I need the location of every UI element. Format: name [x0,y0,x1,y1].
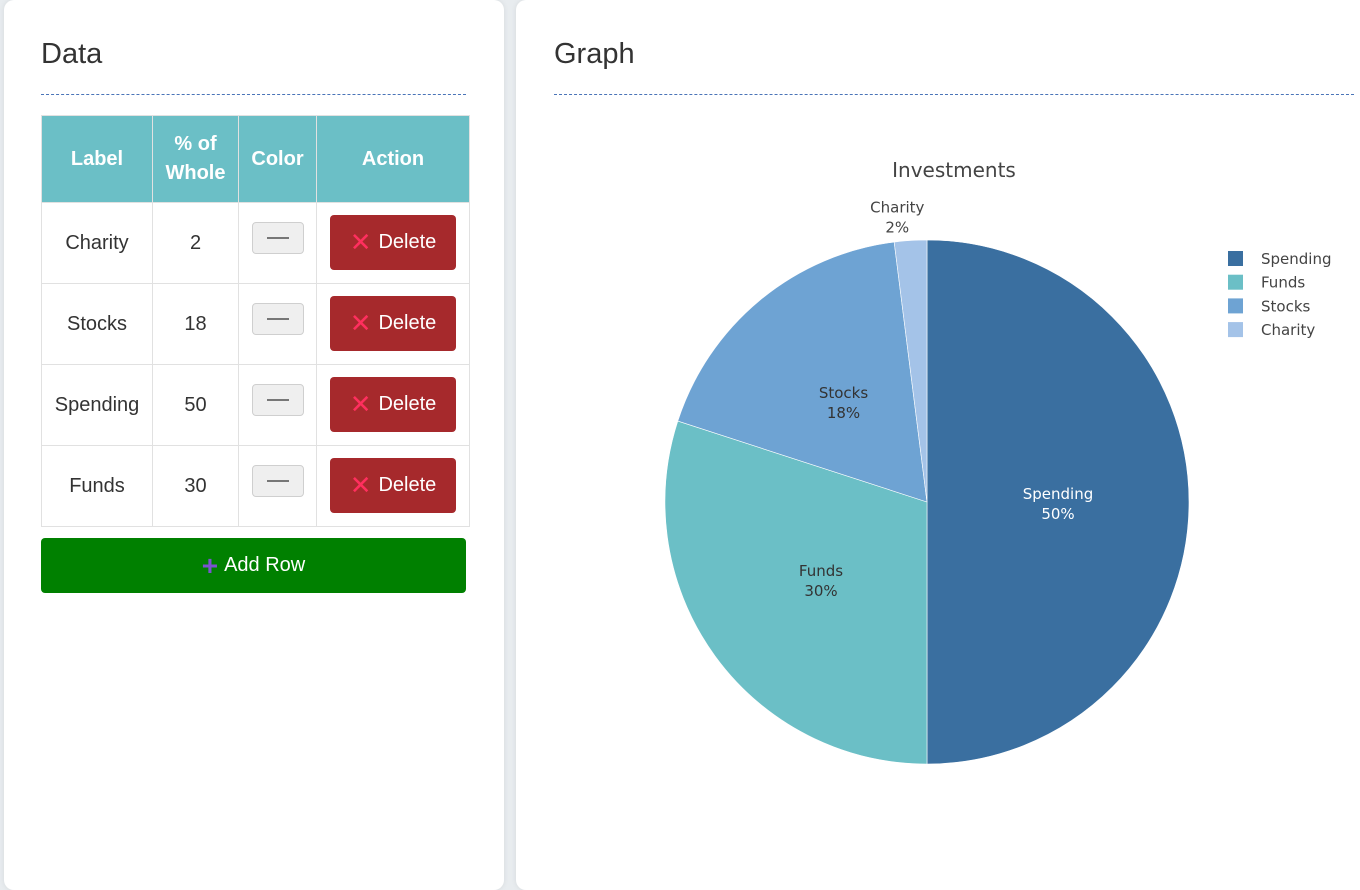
minus-icon [266,237,289,239]
chart-title: Investments [892,158,1016,182]
pie-slice-stocks[interactable] [677,241,928,503]
data-table: Label % of Whole Color Action Charity 2 … [41,115,470,527]
delete-button-label: Delete [378,473,437,496]
add-row-label: Add Row [224,554,306,576]
add-row-button[interactable]: + Add Row [41,538,466,593]
graph-panel: Graph Investments Spending 50% Funds 30% Stoc… [516,0,1360,890]
row-label-cell[interactable]: Spending [41,364,153,446]
graph-panel-title: Graph [554,38,635,70]
row-value-cell[interactable]: 50 [152,364,239,446]
row-action-cell: ✕ Delete [316,445,470,527]
pie-chart: Investments Spending 50% Funds 30% Stocks 18% C… [664,158,1332,765]
legend-label: Charity [1261,321,1315,339]
row-value-cell[interactable]: 30 [152,445,239,527]
legend-item-spending[interactable]: Spending [1228,250,1332,268]
legend-label: Funds [1261,274,1305,292]
row-color-cell [238,202,317,284]
slice-percent-stocks: 18% [827,404,860,422]
data-panel: Data Label % of Whole Color Action Chari… [4,0,504,890]
color-picker-button[interactable] [251,384,304,416]
legend-item-funds[interactable]: Funds [1228,274,1305,292]
column-header-action: Action [316,115,470,203]
table-header-row: Label % of Whole Color Action [41,115,470,203]
slice-percent-funds: 30% [804,582,837,600]
delete-button-label: Delete [378,311,437,334]
legend-swatch [1228,298,1243,314]
table-row: Funds 30 ✕ Delete [41,445,470,527]
legend-item-stocks[interactable]: Stocks [1228,297,1311,315]
minus-icon [266,480,289,482]
row-action-cell: ✕ Delete [316,202,470,284]
delete-button[interactable]: ✕ Delete [330,457,456,513]
column-header-percent: % of Whole [152,115,239,203]
column-header-color: Color [238,115,317,203]
pie-slice-charity[interactable] [893,239,928,503]
legend-swatch [1228,251,1243,266]
graph-panel-divider [554,94,1354,95]
row-color-cell [238,364,317,446]
legend-item-charity[interactable]: Charity [1228,321,1315,339]
slice-label-charity: Charity [870,199,924,217]
pie-slice-spending[interactable] [926,239,1190,765]
pie-slice-funds[interactable] [664,420,928,765]
slice-percent-spending: 50% [1041,505,1074,523]
color-picker-button[interactable] [251,222,304,254]
row-color-cell [238,445,317,527]
column-header-label: Label [41,115,153,203]
slice-label-funds: Funds [799,562,843,580]
table-row: Stocks 18 ✕ Delete [41,283,470,365]
row-action-cell: ✕ Delete [316,364,470,446]
close-icon: ✕ [349,389,372,419]
color-picker-button[interactable] [251,303,304,335]
row-label-cell[interactable]: Stocks [41,283,153,365]
minus-icon [266,318,289,320]
plus-icon: + [201,549,219,581]
slice-label-stocks: Stocks [819,384,869,402]
row-label-cell[interactable]: Charity [41,202,153,284]
data-panel-title: Data [41,38,103,70]
column-header-percent-text: % of Whole [165,133,226,184]
close-icon: ✕ [349,308,372,338]
slice-label-spending: Spending [1023,485,1094,503]
delete-button[interactable]: ✕ Delete [330,376,456,432]
delete-button-label: Delete [378,230,437,253]
row-color-cell [238,283,317,365]
table-row: Charity 2 ✕ Delete [41,202,470,284]
slice-percent-charity: 2% [885,219,909,237]
legend-label: Stocks [1261,297,1311,315]
delete-button[interactable]: ✕ Delete [330,214,456,270]
delete-button[interactable]: ✕ Delete [330,295,456,351]
data-panel-divider [41,94,466,95]
delete-button-label: Delete [378,392,437,415]
table-row: Spending 50 ✕ Delete [41,364,470,446]
legend-label: Spending [1261,250,1332,268]
minus-icon [266,399,289,401]
close-icon: ✕ [349,470,372,500]
color-picker-button[interactable] [251,465,304,497]
close-icon: ✕ [349,227,372,257]
row-action-cell: ✕ Delete [316,283,470,365]
row-value-cell[interactable]: 18 [152,283,239,365]
legend-swatch [1228,322,1243,338]
legend-swatch [1228,274,1243,290]
row-label-cell[interactable]: Funds [41,445,153,527]
row-value-cell[interactable]: 2 [152,202,239,284]
